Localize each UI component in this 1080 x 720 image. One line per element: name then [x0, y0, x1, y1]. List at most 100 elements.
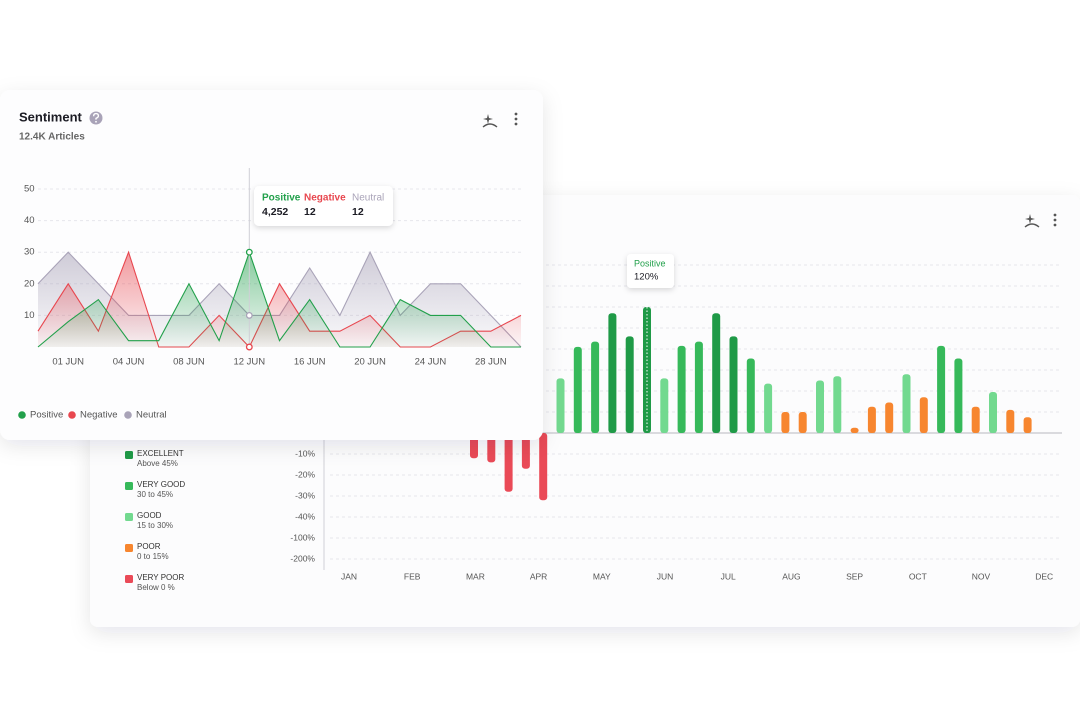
bar — [1023, 417, 1032, 433]
x-tick-label: APR — [530, 571, 547, 581]
y-tick-label: -10% — [295, 448, 315, 458]
legend-label: Neutral — [136, 410, 167, 421]
bar — [504, 433, 513, 492]
bar — [902, 374, 911, 433]
legend-label: GOOD — [137, 511, 162, 520]
legend-label: EXCELLENT — [137, 449, 184, 458]
help-dot — [95, 120, 97, 123]
legend-label: Positive — [30, 410, 63, 421]
tooltip-value: 4,252 — [262, 206, 288, 218]
bar — [850, 427, 859, 433]
tooltip-value: 12 — [304, 206, 316, 218]
bar — [919, 397, 928, 433]
bar — [971, 406, 980, 433]
dot — [1053, 218, 1057, 222]
bar — [746, 358, 755, 433]
legend-note: 15 to 30% — [137, 521, 173, 530]
series-line — [37, 250, 521, 348]
card-title: Sentiment — [19, 109, 83, 124]
tooltip-label: Positive — [262, 193, 301, 204]
tooltip — [627, 254, 674, 288]
hover-dot — [245, 248, 253, 256]
legend-swatch — [68, 411, 76, 419]
x-tick-label: 20 JUN — [354, 357, 386, 368]
x-tick-label: OCT — [909, 571, 927, 581]
y-tick-label: -20% — [295, 469, 315, 479]
legend-swatch — [18, 411, 26, 419]
x-tick-label: SEP — [846, 571, 863, 581]
dot — [514, 122, 518, 126]
bar — [556, 378, 565, 433]
y-tick-label: -30% — [295, 490, 315, 500]
legend-note: Above 45% — [137, 459, 178, 468]
menu-icon[interactable] — [514, 112, 518, 126]
bar — [591, 341, 600, 433]
bar — [764, 383, 773, 433]
sparkle-base — [1024, 223, 1040, 228]
bar — [712, 313, 721, 433]
tooltip-label: Negative — [304, 193, 346, 204]
y-tick-label: 10 — [24, 310, 35, 321]
menu-icon[interactable] — [1053, 213, 1057, 227]
bar — [694, 341, 703, 433]
bar — [660, 378, 669, 433]
bar — [539, 433, 548, 501]
legend-item[interactable]: Positive — [18, 410, 63, 421]
legend-item[interactable]: Negative — [68, 410, 118, 421]
bar — [833, 376, 842, 433]
bar — [954, 358, 963, 433]
x-tick-label: JUL — [721, 571, 736, 581]
bar — [781, 412, 790, 433]
x-tick-label: MAR — [466, 571, 485, 581]
ai-icon[interactable] — [482, 114, 498, 128]
card-subtitle: 12.4K Articles — [19, 132, 85, 143]
bar — [885, 402, 894, 433]
x-tick-label: 08 JUN — [173, 357, 205, 368]
tooltip — [254, 186, 393, 226]
x-tick-label: AUG — [782, 571, 800, 581]
dot — [1053, 223, 1057, 227]
x-tick-label: DEC — [1035, 571, 1053, 581]
bar — [625, 336, 634, 433]
y-tick-label: -200% — [290, 553, 315, 563]
x-tick-label: 01 JUN — [52, 357, 84, 368]
bar — [487, 433, 496, 463]
dot — [514, 112, 518, 116]
x-tick-label: 04 JUN — [113, 357, 145, 368]
y-tick-label: 30 — [24, 247, 35, 258]
legend-label: VERY GOOD — [137, 480, 185, 489]
legend-swatch — [125, 451, 133, 459]
sparkle-base — [482, 123, 498, 128]
hover-dot — [245, 311, 253, 319]
legend-swatch — [125, 575, 133, 583]
dot — [514, 117, 518, 121]
bar — [521, 433, 530, 469]
bar — [937, 345, 946, 433]
legend-item[interactable]: Neutral — [124, 410, 167, 421]
help-icon[interactable] — [89, 111, 103, 125]
bar — [573, 346, 582, 433]
bar — [1006, 409, 1015, 433]
card — [0, 90, 543, 440]
bar — [816, 380, 824, 433]
legend-swatch — [125, 482, 133, 490]
hover-dot — [245, 343, 253, 351]
legend-swatch — [125, 544, 133, 552]
bar — [608, 313, 617, 433]
x-tick-label: 12 JUN — [233, 357, 265, 368]
y-tick-label: 50 — [24, 184, 35, 195]
x-tick-label: FEB — [404, 571, 421, 581]
sentiment-card: Sentiment 12.4K Articles 10 20 30 40 50 01 JU… — [0, 90, 543, 440]
bar — [729, 336, 738, 433]
legend-label: VERY POOR — [137, 573, 185, 582]
y-tick-label: -100% — [290, 532, 315, 542]
x-tick-label: NOV — [972, 571, 991, 581]
ai-icon[interactable] — [1024, 214, 1040, 228]
